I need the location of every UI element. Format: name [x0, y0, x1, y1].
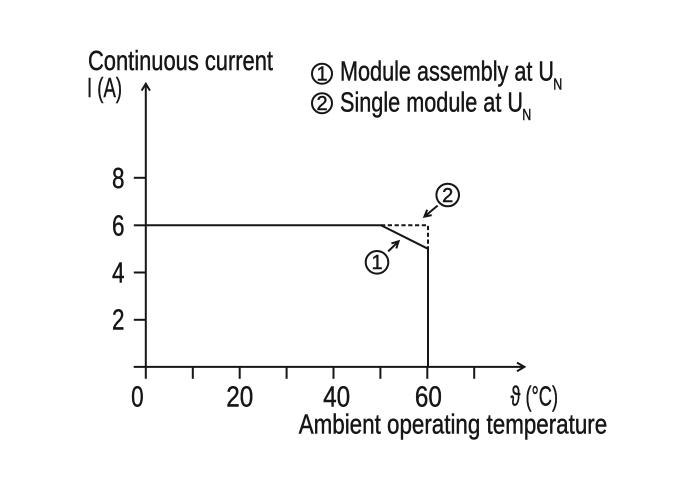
svg-text:4: 4	[112, 257, 125, 289]
svg-text:40: 40	[323, 382, 350, 414]
svg-text:20: 20	[226, 382, 253, 414]
svg-text:N: N	[522, 107, 531, 124]
svg-text:2: 2	[112, 305, 125, 337]
svg-text:0: 0	[131, 382, 144, 414]
svg-text:1: 1	[371, 252, 382, 274]
svg-text:Ambient operating temperature: Ambient operating temperature	[299, 409, 608, 440]
svg-text:60: 60	[415, 382, 442, 414]
svg-text:I (A): I (A)	[87, 72, 122, 103]
svg-text:Continuous current: Continuous current	[88, 45, 273, 76]
svg-text:2: 2	[442, 185, 453, 207]
svg-text:6: 6	[112, 210, 125, 242]
svg-text:2: 2	[316, 93, 327, 115]
svg-text:1: 1	[316, 64, 327, 86]
svg-text:Single module at U: Single module at U	[340, 87, 523, 118]
svg-text:N: N	[553, 77, 562, 94]
svg-text:8: 8	[112, 163, 125, 195]
svg-text:Module assembly at U: Module assembly at U	[340, 56, 554, 87]
svg-text:ϑ (°C): ϑ (°C)	[511, 381, 559, 412]
